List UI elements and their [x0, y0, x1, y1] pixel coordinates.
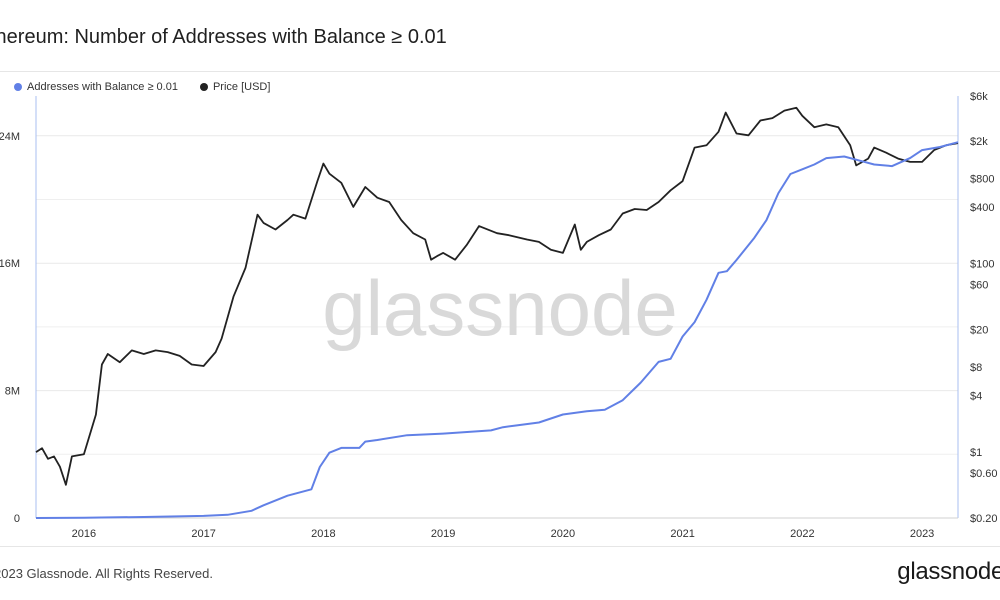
y-right-tick-label: $60 [970, 280, 988, 292]
y-right-tick-label: $1 [970, 447, 982, 459]
chart-legend: Addresses with Balance ≥ 0.01 Price [USD… [14, 81, 270, 93]
y-left-tick-label: 8M [5, 386, 20, 398]
y-left-tick-label: 24M [0, 131, 20, 143]
x-tick-label: 2020 [551, 528, 575, 540]
x-tick-label: 2022 [790, 528, 814, 540]
series-line-addresses [35, 141, 959, 519]
brand-logo-text[interactable]: glassnode [897, 558, 1000, 585]
legend-label-price: Price [USD] [212, 81, 271, 93]
watermark: glassnode [322, 264, 678, 352]
x-tick-label: 2018 [311, 528, 335, 540]
y-right-tick-label: $400 [970, 202, 994, 214]
x-tick-label: 2017 [191, 528, 215, 540]
y-left-tick-label: 0 [14, 513, 20, 525]
series-line-price [35, 106, 959, 486]
grid-lines [36, 135, 958, 455]
y-left-tick-label: 16M [0, 258, 20, 270]
y-right-tick-label: $8 [970, 362, 982, 374]
y-right-tick-label: $4 [970, 390, 982, 402]
copyright-text: 2023 Glassnode. All Rights Reserved. [0, 566, 213, 581]
y-right-tick-label: $800 [970, 173, 994, 185]
y-right-tick-label: $0.60 [970, 468, 998, 480]
y-right-tick-label: $2k [970, 136, 988, 148]
legend-label-addresses: Addresses with Balance ≥ 0.01 [27, 81, 178, 93]
x-axis-labels: 2016 2017 2018 2019 2020 2021 2022 2023 [72, 528, 935, 540]
chart-title: thereum: Number of Addresses with Balanc… [0, 26, 447, 48]
legend-item-price[interactable]: Price [USD] [199, 81, 271, 93]
x-tick-label: 2023 [910, 528, 934, 540]
x-tick-label: 2021 [670, 528, 694, 540]
header-divider [0, 71, 1000, 72]
x-tick-label: 2019 [431, 528, 455, 540]
legend-item-addresses[interactable]: Addresses with Balance ≥ 0.01 [14, 81, 178, 93]
legend-dot-price [199, 83, 208, 91]
y-right-tick-label: $6k [970, 91, 988, 103]
y-right-tick-label: $0.20 [970, 513, 998, 525]
x-tick-label: 2016 [72, 528, 96, 540]
legend-dot-addresses [14, 83, 22, 91]
y-axis-left-labels: 0 8M 16M 24M [0, 131, 20, 525]
y-right-tick-label: $100 [970, 259, 994, 271]
y-right-tick-label: $20 [970, 324, 988, 336]
footer-divider [0, 546, 1000, 547]
y-axis-right-labels: $0.20 $0.60 $1 $4 $8 $20 $60 $100 $400 $800 $2k $6k [970, 91, 998, 525]
